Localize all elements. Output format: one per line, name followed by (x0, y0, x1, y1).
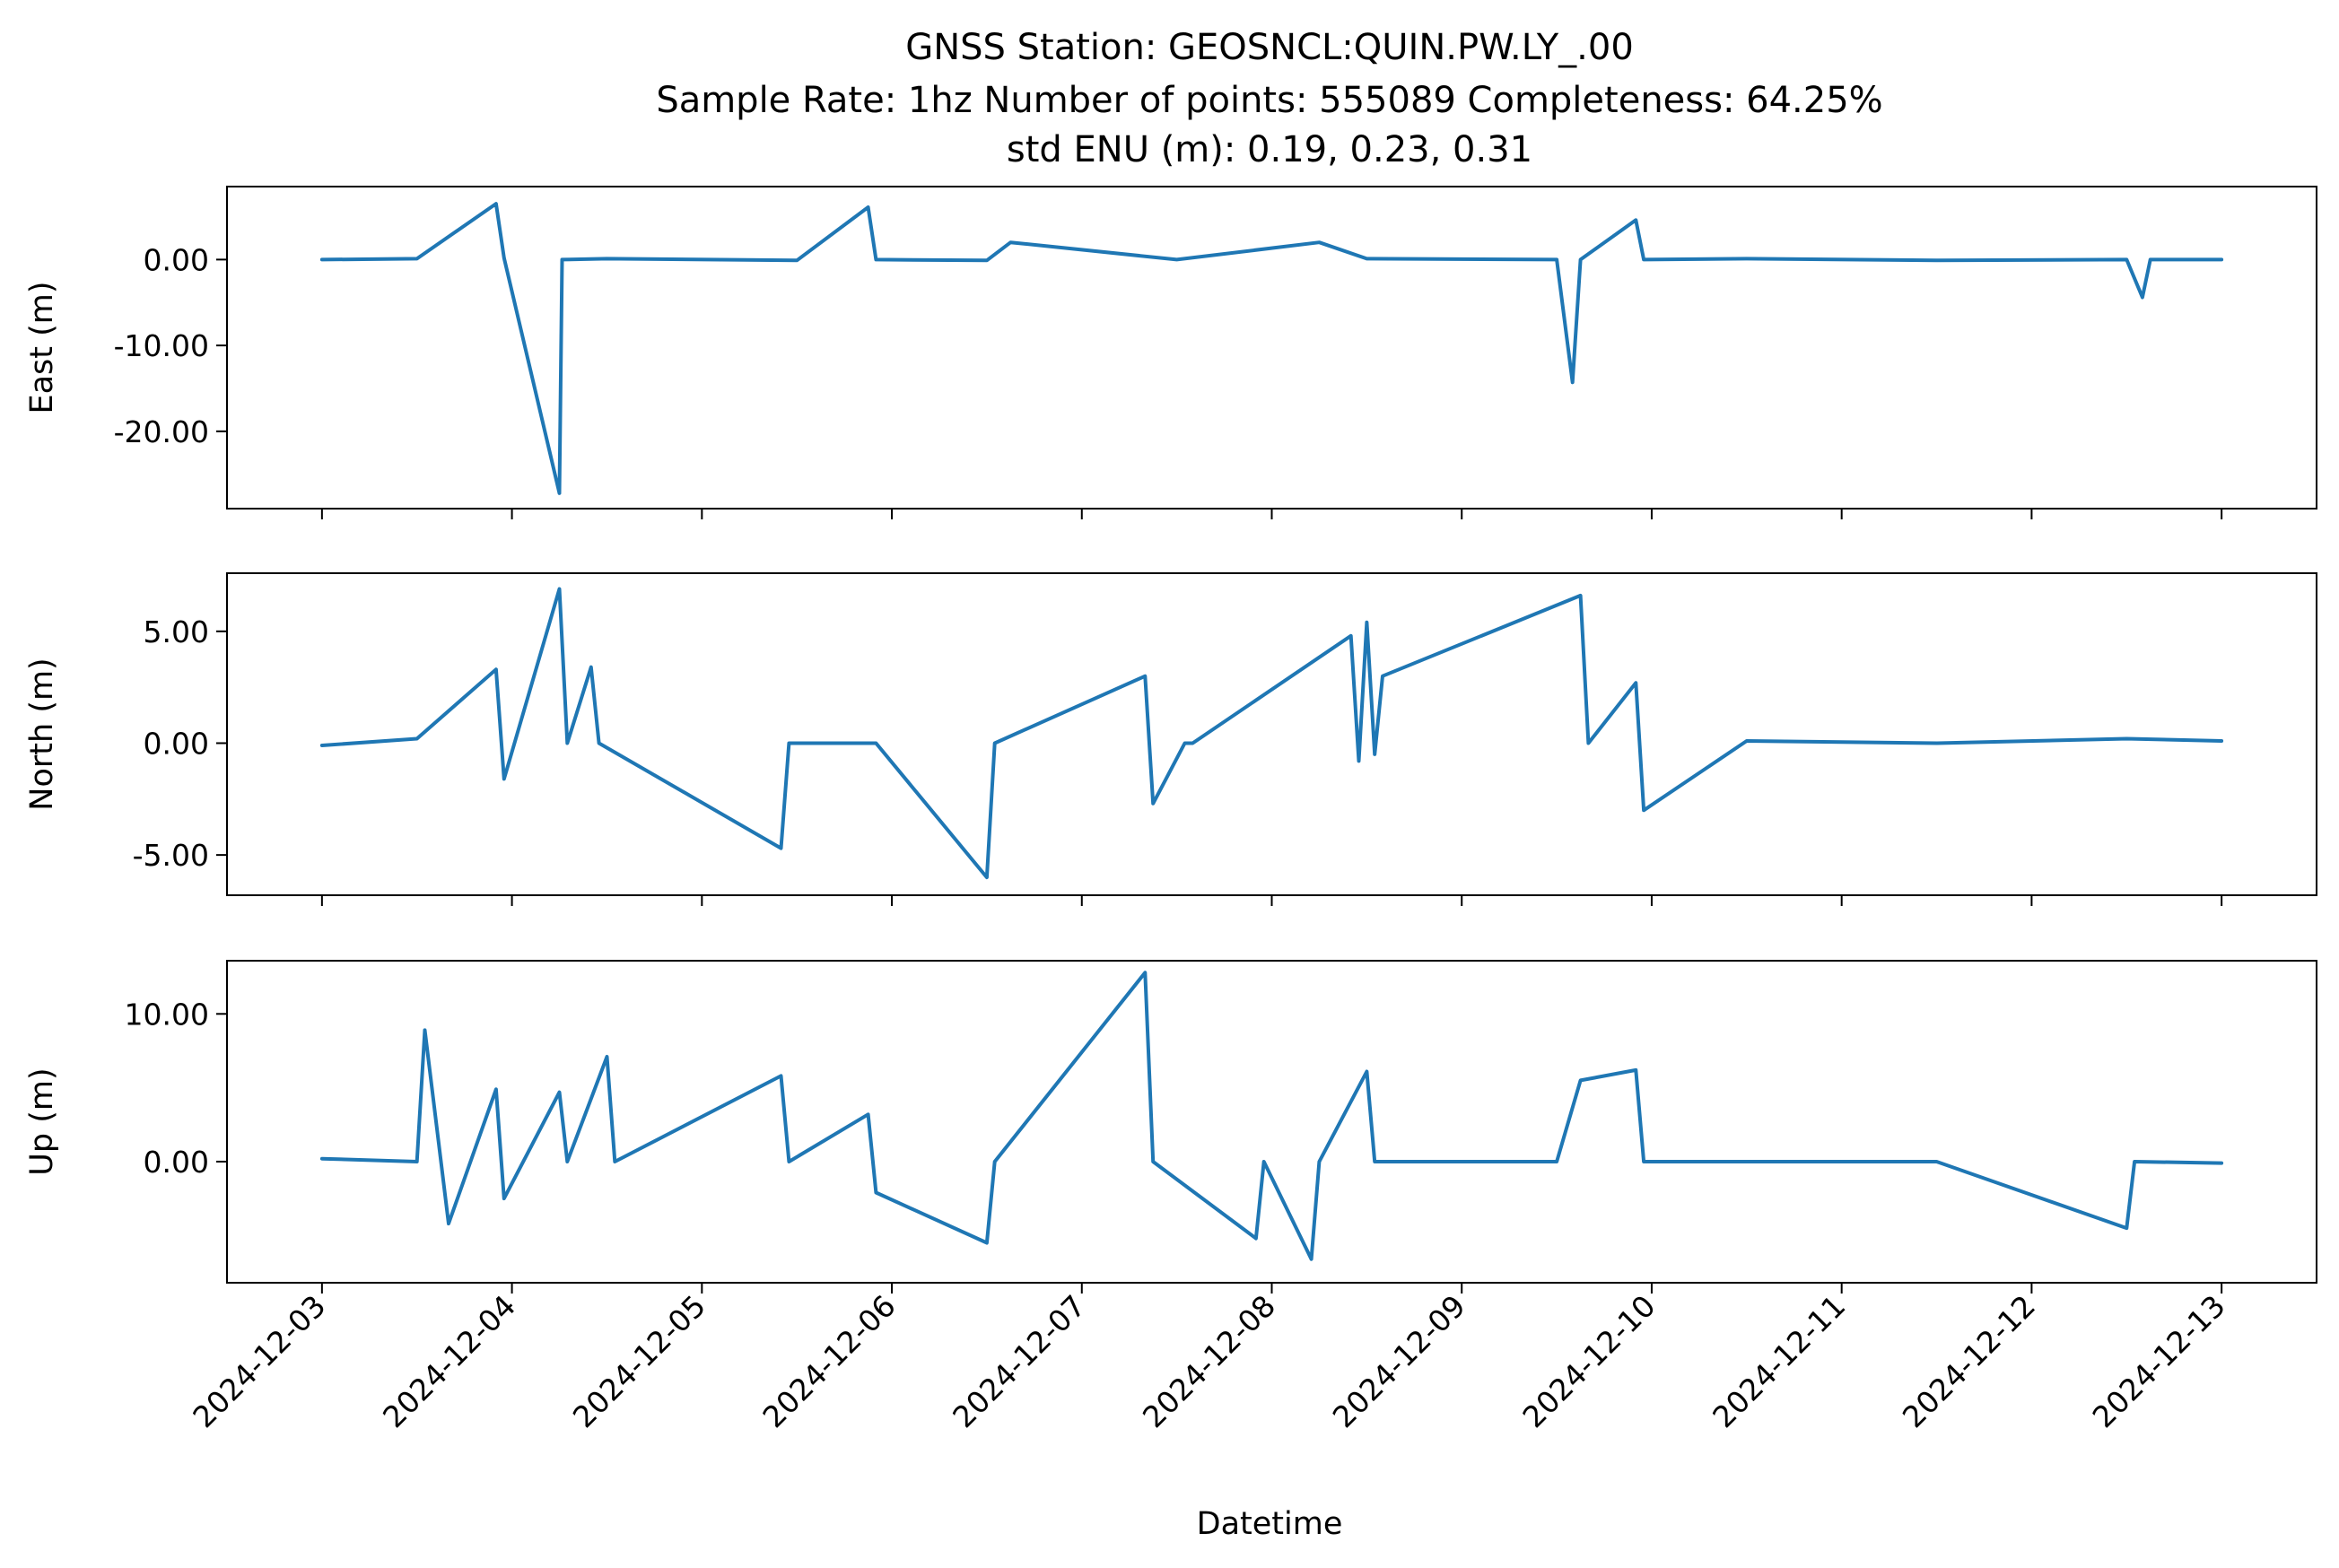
y-tick-label: 5.00 (144, 614, 209, 649)
y-axis-label: Up (m) (24, 1067, 60, 1175)
plot-frame (226, 572, 2317, 896)
up-panel: 10.00 0.00 2024-12-03 2024-12-04 2024-12-05 2… (24, 960, 2317, 1434)
north-panel: 5.00 0.00 -5.00 North (m) (24, 572, 2317, 906)
x-tick-label: 2024-12-03 (186, 1288, 332, 1434)
x-tick-label: 2024-12-06 (756, 1288, 903, 1434)
y-axis-label: North (m) (24, 658, 60, 810)
figure-title-line-1: GNSS Station: GEOSNCL:QUIN.PW.LY_.00 (905, 27, 1634, 68)
east-panel: 0.00 -10.00 -20.00 East (m) (24, 186, 2317, 519)
x-tick-label: 2024-12-08 (1136, 1288, 1282, 1434)
series-line-0 (319, 971, 2224, 1261)
plot-frame (226, 960, 2317, 1284)
y-tick-label: 0.00 (144, 242, 209, 277)
x-tick-label: 2024-12-10 (1515, 1288, 1662, 1434)
y-tick-label: 10.00 (125, 997, 209, 1032)
x-tick-label: 2024-12-05 (566, 1288, 712, 1434)
x-tick-label: 2024-12-07 (946, 1288, 1092, 1434)
y-tick-label: 0.00 (144, 726, 209, 761)
x-tick-label: 2024-12-09 (1326, 1288, 1472, 1434)
series-line-0 (319, 587, 2224, 880)
x-axis-label: Datetime (1197, 1506, 1343, 1542)
figure-title-line-2: Sample Rate: 1hz Number of points: 55508… (656, 80, 1882, 121)
x-tick-label: 2024-12-04 (376, 1288, 522, 1434)
y-axis-label: East (m) (24, 281, 60, 414)
y-tick-label: -5.00 (133, 838, 209, 873)
series-line-0 (319, 202, 2224, 495)
x-tick-label: 2024-12-13 (2086, 1288, 2232, 1434)
y-tick-label: -10.00 (114, 328, 209, 363)
plot-frame (226, 186, 2317, 510)
y-tick-label: -20.00 (114, 414, 209, 449)
figure-title-line-3: std ENU (m): 0.19, 0.23, 0.31 (1007, 129, 1532, 170)
x-tick-label: 2024-12-11 (1706, 1288, 1852, 1434)
y-tick-label: 0.00 (144, 1145, 209, 1180)
x-tick-label: 2024-12-12 (1896, 1288, 2042, 1434)
